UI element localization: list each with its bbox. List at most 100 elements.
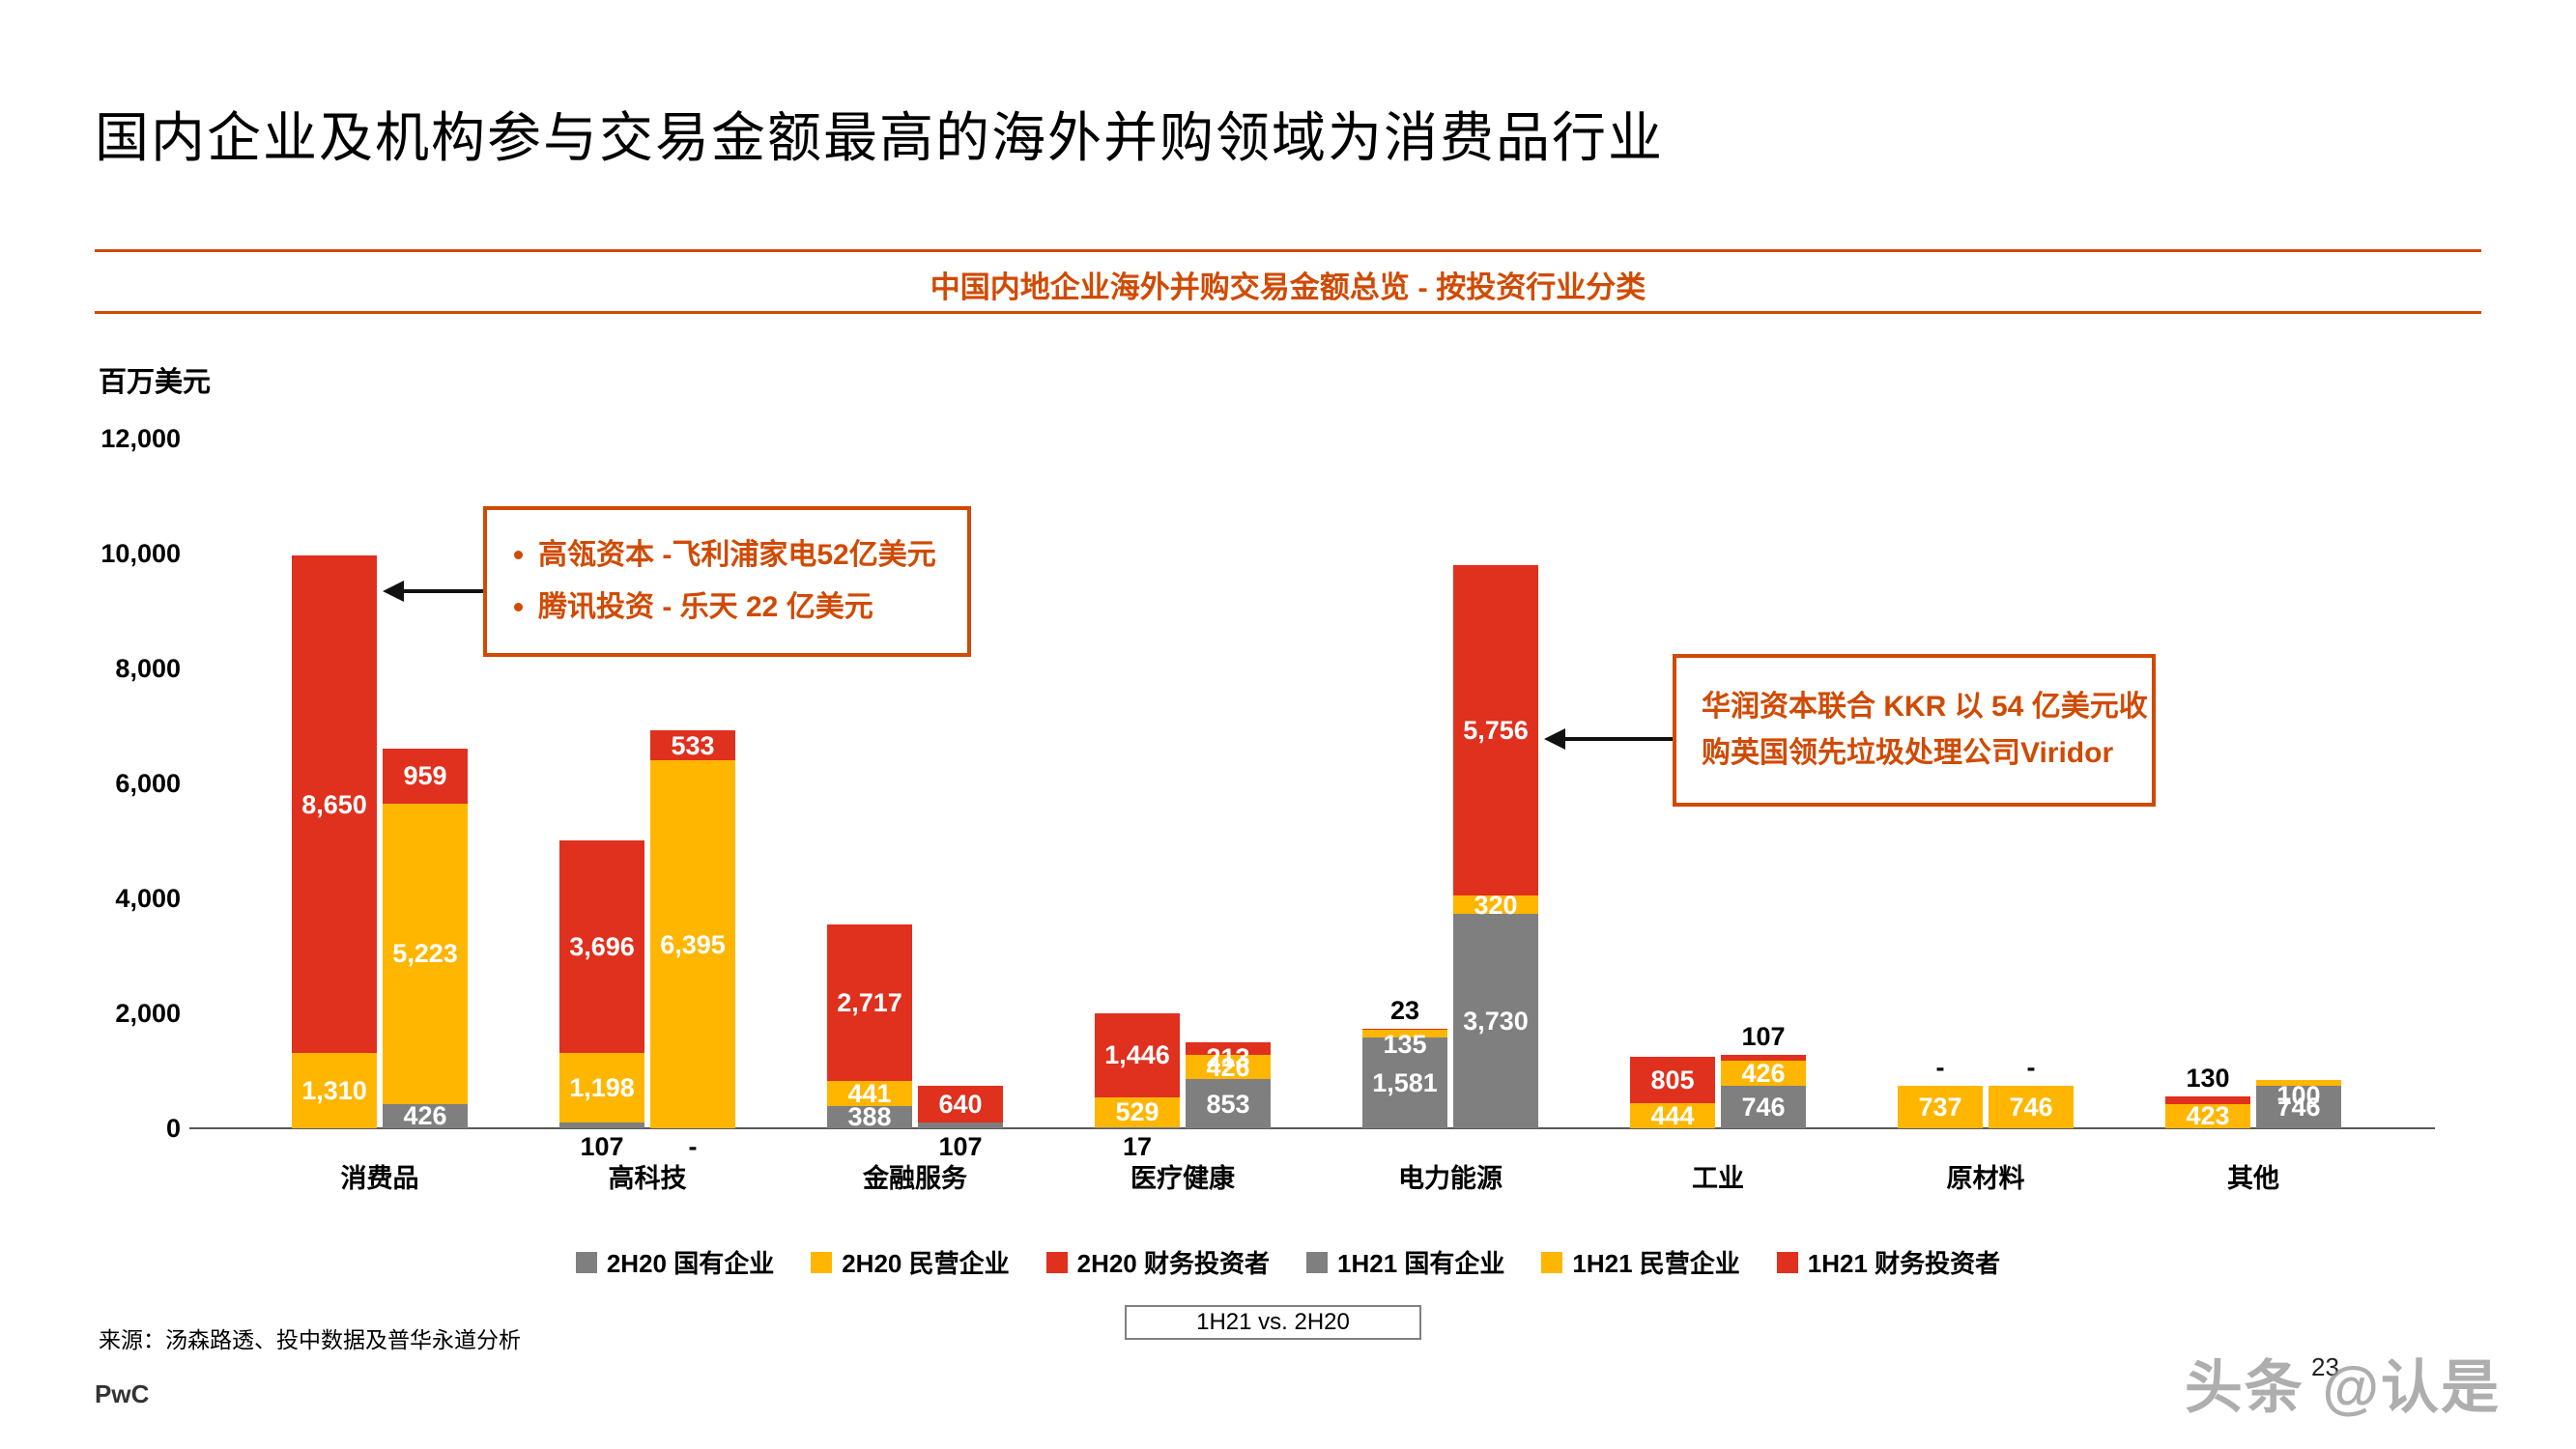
pwc-logo: PwC <box>95 1379 150 1408</box>
bar-value-label: 388 <box>847 1102 892 1132</box>
y-axis-tick-label: 8,000 <box>115 654 181 683</box>
legend-item: 1H21 国有企业 <box>1306 1244 1504 1280</box>
bar-segment-poe <box>1989 1085 2074 1128</box>
bar-segment-fi <box>2165 1096 2250 1104</box>
bar-segment-soe <box>827 1105 912 1128</box>
bar-segment-soe <box>2256 1085 2341 1128</box>
x-axis-category-label: 金融服务 <box>863 1164 967 1193</box>
callout-line: 购英国领先垃圾处理公司Viridor <box>1702 734 2127 774</box>
bar-segment-soe <box>383 1103 468 1128</box>
x-axis-category-label: 原材料 <box>1946 1164 2025 1193</box>
bar-segment-fi <box>650 729 735 761</box>
x-axis-category-label: 医疗健康 <box>1131 1164 1235 1193</box>
bar-segment-fi <box>827 924 912 1081</box>
bar-value-label: 6,395 <box>660 929 726 959</box>
page-title: 国内企业及机构参与交易金额最高的海外并购领域为消费品行业 <box>95 109 1664 169</box>
callout-arrow-consumer <box>383 581 483 602</box>
bar-segment-soe <box>1186 1079 1271 1128</box>
chart-title: 中国内地企业海外并购交易金额总览 - 按投资行业分类 <box>930 270 1646 304</box>
source-note: 来源：汤森路透、投中数据及普华永道分析 <box>99 1327 521 1352</box>
legend-label: 1H21 财务投资者 <box>1807 1249 2001 1278</box>
arrow-head-icon <box>383 581 404 602</box>
legend-item: 2H20 民营企业 <box>811 1244 1010 1280</box>
bar-value-label: 746 <box>1741 1092 1786 1122</box>
bar-value-label: 853 <box>1206 1089 1250 1119</box>
bar-value-label: 746 <box>2009 1092 2053 1122</box>
bar-segment-poe <box>1898 1086 1983 1128</box>
callout-line: 高瓴资本 -飞利浦家电52亿美元 <box>512 536 942 576</box>
bar-segment-poe <box>559 1053 644 1122</box>
bar-value-label: 100 <box>2276 1080 2321 1110</box>
bar-value-label: 533 <box>671 730 715 760</box>
bar-segment-poe <box>1721 1061 1806 1086</box>
bar-segment-soe <box>1095 1126 1180 1128</box>
bar-segment-soe <box>918 1122 1003 1128</box>
bar-value-label: - <box>1935 1053 1945 1083</box>
divider-top <box>95 249 2481 252</box>
x-axis-category-label: 工业 <box>1692 1164 1744 1193</box>
bar-value-label: 426 <box>403 1101 447 1131</box>
x-axis-category-label: 电力能源 <box>1398 1164 1503 1193</box>
bar-value-label: 130 <box>2186 1064 2230 1094</box>
bar-segment-fi <box>383 748 468 804</box>
bar-segment-poe <box>1630 1102 1715 1128</box>
y-axis-tick-label: 0 <box>165 1114 181 1143</box>
legend-item: 1H21 财务投资者 <box>1776 1244 2001 1280</box>
bar-segment-fi <box>1630 1056 1715 1103</box>
bar-value-label: 8,650 <box>301 789 367 819</box>
bar-value-label: 23 <box>1389 995 1420 1025</box>
callout-consumer-deals: 高瓴资本 -飞利浦家电52亿美元 腾讯投资 - 乐天 22 亿美元 <box>483 506 971 657</box>
bar-segment-fi <box>559 840 644 1054</box>
bar-segment-poe <box>650 760 735 1128</box>
bar-value-label: 3,696 <box>569 932 635 962</box>
legend-swatch <box>1541 1251 1563 1273</box>
callout-line: 华润资本联合 KKR 以 54 亿美元收 <box>1702 688 2148 727</box>
legend-swatch <box>1776 1251 1798 1273</box>
bar-segment-poe <box>1186 1054 1271 1080</box>
divider-bottom <box>95 311 2481 314</box>
bar-value-label: 1,581 <box>1372 1067 1438 1097</box>
bar-value-label: 107 <box>938 1132 983 1161</box>
legend-item: 1H21 民营企业 <box>1541 1244 1740 1280</box>
bar-segment-poe <box>827 1080 912 1106</box>
bar-segment-fi <box>1186 1042 1271 1055</box>
bar-segment-poe <box>1095 1096 1180 1127</box>
bar-value-label: - <box>2026 1052 2036 1082</box>
legend-label: 2H20 民营企业 <box>842 1249 1010 1278</box>
x-axis-line <box>189 1127 2435 1129</box>
x-axis-category-label: 其他 <box>2227 1164 2279 1193</box>
callout-text: 华润资本联合 KKR 以 54 亿美元收 <box>1702 690 2148 723</box>
bar-segment-fi <box>292 555 377 1054</box>
bar-value-label: 805 <box>1650 1065 1695 1094</box>
bar-segment-soe <box>1721 1085 1806 1128</box>
bar-segment-poe <box>292 1053 377 1128</box>
bar-value-label: 423 <box>2186 1101 2230 1131</box>
legend-swatch <box>575 1251 597 1273</box>
legend-label: 2H20 财务投资者 <box>1076 1249 1270 1278</box>
legend-swatch <box>1045 1251 1068 1273</box>
bar-segment-fi <box>918 1085 1003 1122</box>
bar-segment-poe <box>383 803 468 1104</box>
bar-segment-poe <box>1362 1029 1447 1037</box>
legend-label: 1H21 国有企业 <box>1337 1249 1505 1278</box>
callout-power-deal: 华润资本联合 KKR 以 54 亿美元收 购英国领先垃圾处理公司Viridor <box>1673 654 2156 807</box>
y-axis-tick-label: 2,000 <box>115 999 181 1028</box>
bar-value-label: 213 <box>1206 1043 1250 1073</box>
bar-segment-fi <box>1721 1054 1806 1062</box>
bar-value-label: 640 <box>938 1089 983 1119</box>
bar-segment-fi <box>1453 564 1538 895</box>
bar-value-label: 5,756 <box>1463 715 1529 745</box>
callout-text: 高瓴资本 -飞利浦家电52亿美元 <box>538 538 936 571</box>
bar-value-label: 3,730 <box>1463 1007 1529 1037</box>
bar-value-label: 444 <box>1650 1100 1695 1130</box>
bar-value-label: 107 <box>580 1132 624 1161</box>
bullet-icon <box>514 603 523 611</box>
arrow-line <box>1565 737 1673 741</box>
legend-item: 2H20 国有企业 <box>575 1244 774 1280</box>
bar-value-label: 1,198 <box>569 1072 635 1102</box>
bar-value-label: 529 <box>1115 1097 1159 1127</box>
watermark: 头条 @认是 <box>2184 1355 2501 1420</box>
bar-value-label: - <box>688 1132 698 1161</box>
y-axis-unit-label: 百万美元 <box>99 367 212 398</box>
